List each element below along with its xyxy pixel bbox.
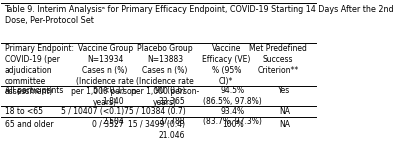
Text: 18 to <65: 18 to <65 bbox=[4, 107, 42, 116]
Text: Placebo Group
N=13883
Cases n (%)
(Incidence rate
per 1,000 person-
years): Placebo Group N=13883 Cases n (%) (Incid… bbox=[131, 44, 199, 107]
Text: 90 (0.6)
33.365: 90 (0.6) 33.365 bbox=[155, 86, 185, 106]
Text: 65 and older: 65 and older bbox=[4, 120, 53, 129]
Text: Table 9. Interim Analysisᵃ for Primary Efficacy Endpoint, COVID-19 Starting 14 D: Table 9. Interim Analysisᵃ for Primary E… bbox=[4, 5, 394, 25]
Text: 93.4%
(83.7%, 97.3%): 93.4% (83.7%, 97.3%) bbox=[203, 107, 262, 126]
Text: 15 / 3499 (0.4)
21.046: 15 / 3499 (0.4) 21.046 bbox=[128, 120, 185, 140]
Text: 0 / 3527: 0 / 3527 bbox=[92, 120, 124, 129]
Text: Primary Endpoint:
COVID-19 (per
adjudication
committee
assessment): Primary Endpoint: COVID-19 (per adjudica… bbox=[4, 44, 74, 96]
Text: Vaccine
Efficacy (VE)
% (95%
CI)*: Vaccine Efficacy (VE) % (95% CI)* bbox=[202, 44, 250, 86]
Text: NA: NA bbox=[279, 107, 290, 116]
Text: NA: NA bbox=[279, 120, 290, 129]
Text: 5 (<0.1)
1.840: 5 (<0.1) 1.840 bbox=[92, 86, 124, 106]
Text: 75 / 10384 (0.7)
37.788: 75 / 10384 (0.7) 37.788 bbox=[124, 107, 185, 126]
Text: Yes: Yes bbox=[278, 86, 290, 95]
Text: 94.5%
(86.5%, 97.8%): 94.5% (86.5%, 97.8%) bbox=[203, 86, 262, 106]
Text: 5 / 10407 (<0.1)
2.504: 5 / 10407 (<0.1) 2.504 bbox=[61, 107, 124, 126]
Text: Met Predefined
Success
Criterion**: Met Predefined Success Criterion** bbox=[249, 44, 307, 75]
Text: All participants: All participants bbox=[4, 86, 63, 95]
Text: Vaccine Group
N=13934
Cases n (%)
(Incidence rate
per 1,000 person-
years): Vaccine Group N=13934 Cases n (%) (Incid… bbox=[71, 44, 139, 107]
Text: 100%: 100% bbox=[222, 120, 243, 129]
